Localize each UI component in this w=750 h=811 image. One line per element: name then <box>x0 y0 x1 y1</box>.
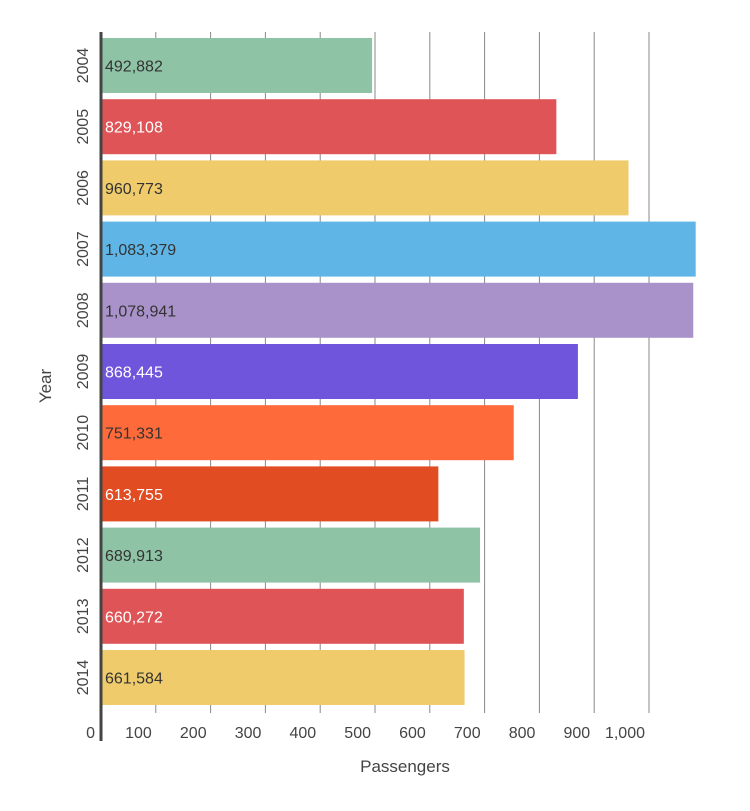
bar-2004 <box>102 38 373 93</box>
y-tick-label: 2013 <box>75 598 92 634</box>
x-tick-label: 1,000 <box>605 725 645 742</box>
bar-value-labels: 492,882 829,108 960,773 1,083,379 1,078,941 8… <box>105 59 176 688</box>
y-tick-label: 2010 <box>75 415 92 451</box>
bar-value-label: 492,882 <box>105 59 163 76</box>
x-tick-label: 0 <box>86 725 95 742</box>
x-tick-label: 800 <box>509 725 536 742</box>
y-tick-label: 2005 <box>75 109 92 145</box>
x-tick-labels: 0 100 200 300 400 500 600 700 800 900 1,000 <box>86 725 645 742</box>
bar-2010 <box>102 405 514 461</box>
bar-2012 <box>102 527 481 583</box>
bar-value-label: 1,083,379 <box>105 242 176 259</box>
bar-2011 <box>102 466 439 522</box>
bars <box>102 38 696 705</box>
bar-value-label: 660,272 <box>105 609 163 626</box>
bar-2013 <box>102 588 464 644</box>
bar-value-label: 868,445 <box>105 365 163 382</box>
x-tick-label: 100 <box>125 725 152 742</box>
bar-2007 <box>102 221 696 277</box>
y-tick-label: 2008 <box>75 292 92 328</box>
bar-value-label: 613,755 <box>105 487 163 504</box>
x-tick-label: 300 <box>235 725 262 742</box>
x-tick-label: 600 <box>399 725 426 742</box>
bar-value-label: 960,773 <box>105 181 163 198</box>
bar-2014 <box>102 650 465 705</box>
bar-2005 <box>102 99 557 155</box>
bar-value-label: 751,331 <box>105 426 163 443</box>
bar-value-label: 1,078,941 <box>105 303 176 320</box>
bar-2006 <box>102 160 629 216</box>
y-tick-labels: 2004 2005 2006 2007 2008 2009 2010 2011 2012 2013… <box>75 48 92 696</box>
y-tick-label: 2004 <box>75 48 92 84</box>
x-tick-label: 200 <box>180 725 207 742</box>
x-tick-label: 900 <box>563 725 590 742</box>
x-tick-label: 400 <box>289 725 316 742</box>
bar-2009 <box>102 344 578 399</box>
y-tick-label: 2009 <box>75 354 92 390</box>
y-axis-title: Year <box>36 368 55 403</box>
y-tick-label: 2011 <box>75 477 92 512</box>
bar-value-label: 829,108 <box>105 120 163 137</box>
x-tick-label: 500 <box>344 725 371 742</box>
bar-2008 <box>102 282 694 338</box>
y-tick-label: 2006 <box>75 170 92 206</box>
x-tick-label: 700 <box>454 725 481 742</box>
y-tick-label: 2007 <box>75 231 92 267</box>
x-axis-title: Passengers <box>360 757 450 776</box>
y-tick-label: 2014 <box>75 660 92 696</box>
bar-value-label: 689,913 <box>105 548 163 565</box>
y-tick-label: 2012 <box>75 537 92 573</box>
bar-value-label: 661,584 <box>105 671 163 688</box>
